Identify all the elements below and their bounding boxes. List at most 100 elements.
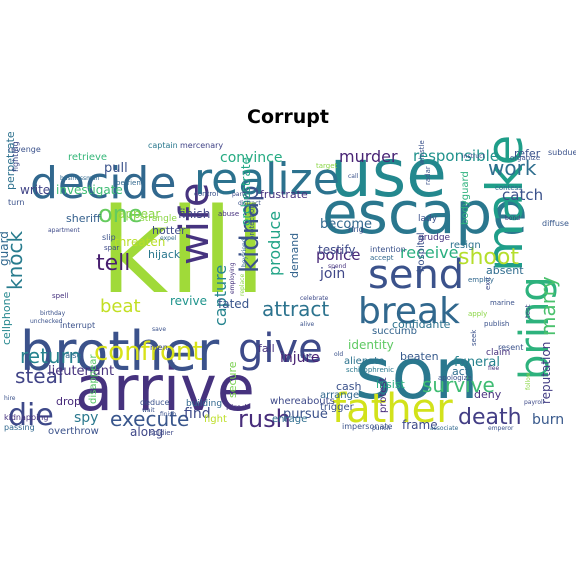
word-hire: hire <box>4 395 16 402</box>
word-frustrate: frustrate <box>260 188 308 201</box>
word-expel: expel <box>160 235 177 242</box>
word-mercenary: mercenary <box>180 141 223 150</box>
word-orchestrate: orchestrate <box>239 157 253 226</box>
word-apologize: apologize <box>438 374 472 382</box>
word-employ: employ <box>468 276 494 284</box>
word-spar: spar <box>104 244 119 252</box>
word-arrange: arrange <box>320 390 359 401</box>
word-receive: receive <box>400 243 458 262</box>
word-alienate: alienate <box>344 356 384 367</box>
word-work: work <box>488 156 537 180</box>
word-trigger: trigger <box>320 402 355 413</box>
word-fall: fall <box>258 342 275 355</box>
word-building: building <box>186 399 222 409</box>
word-diffuse: diffuse <box>542 219 569 228</box>
word-apply: apply <box>468 310 487 318</box>
word-marine: marine <box>490 299 515 307</box>
word-spell: spell <box>52 292 68 300</box>
word-unchecked: unchecked <box>30 318 63 325</box>
word-confidante: confidante <box>392 318 451 331</box>
word-bring: bring <box>512 276 558 380</box>
word-hospital: hospital <box>416 232 427 272</box>
word-confront: confront <box>94 337 203 367</box>
word-emperor: emperor <box>488 425 514 432</box>
word-testify: testify <box>318 243 356 257</box>
word-pursue: pursue <box>283 407 328 422</box>
word-radar: radar <box>424 166 432 185</box>
word-along: along <box>130 425 163 439</box>
word-son: son <box>355 333 479 415</box>
word-investigate: investigate <box>56 183 123 197</box>
word-reputation: reputation <box>539 342 553 404</box>
word-overthrow: overthrow <box>48 426 99 437</box>
word-return: return <box>20 344 81 368</box>
word-kill: kill <box>100 182 267 320</box>
word-resign: resign <box>450 240 481 251</box>
word-schizophrenic: schizophrenic <box>346 366 394 374</box>
word-decide: decide <box>30 158 176 209</box>
word-tell: tell <box>96 251 130 276</box>
word-grudge: grudge <box>418 233 451 243</box>
word-befriend: befriend <box>116 179 145 187</box>
word-protest: protest <box>378 377 389 413</box>
word-kidnapping: kidnapping <box>4 413 48 422</box>
word-escape: escape <box>322 179 528 247</box>
word-guard: guard <box>0 231 11 266</box>
word-deduce: deduce <box>140 398 170 407</box>
word-apartment: apartment <box>48 227 80 234</box>
word-punch: punch <box>372 425 391 432</box>
word-knock: knock <box>3 231 27 290</box>
word-burn: burn <box>532 412 564 428</box>
word-give: give <box>238 326 323 372</box>
word-insist: insist <box>376 378 406 391</box>
word-hotter: hotter <box>152 224 186 237</box>
word-payroll: payroll <box>524 399 545 406</box>
word-pull: pull <box>104 161 128 176</box>
word-brother: brother <box>20 320 220 383</box>
word-send: send <box>368 252 464 298</box>
word-men: men <box>150 343 168 352</box>
word-organize: organize <box>510 154 540 162</box>
word-captain: captain <box>148 141 178 150</box>
word-resent: resent <box>498 343 523 352</box>
word-police: police <box>316 246 361 264</box>
word-sheriff: sheriff <box>66 212 101 225</box>
word-absent: absent <box>486 264 524 277</box>
word-call: call <box>348 173 359 180</box>
word-protection: protection <box>248 204 256 240</box>
word-identity: identity <box>348 338 394 352</box>
word-claim: claim <box>486 348 510 358</box>
word-deny: deny <box>474 388 502 401</box>
word-exit: exit <box>484 277 492 290</box>
word-finish: finish <box>160 411 176 418</box>
word-rush: rush <box>238 405 291 433</box>
word-kidnap: kidnap <box>235 185 265 273</box>
word-fighting: fighting <box>11 141 20 172</box>
word-perpetrate: perpetrate <box>4 131 17 190</box>
word-secure: secure <box>226 361 239 398</box>
word-part: part <box>232 191 245 198</box>
word-replace: replace <box>239 274 246 296</box>
word-threaten: threaten <box>114 235 165 249</box>
word-distract: distract <box>238 200 261 207</box>
word-execute: execute <box>110 407 189 431</box>
word-celebrate: celebrate <box>300 295 329 302</box>
word-flee: flee <box>488 365 499 372</box>
word-associate: associate <box>430 425 459 432</box>
word-appear: appear <box>118 207 160 221</box>
word-test: test <box>524 304 532 318</box>
word-target: target <box>316 162 338 170</box>
word-hijack: hijack <box>148 248 181 261</box>
word-intention: intention <box>370 245 406 254</box>
chart-title: Corrupt <box>247 106 329 128</box>
word-seek: seek <box>470 329 478 346</box>
word-impersonate: impersonate <box>342 422 392 431</box>
word-instruct: instruct <box>462 153 486 160</box>
word-control: control <box>194 190 218 198</box>
word-slip: slip <box>102 233 116 242</box>
word-fated: fated <box>218 297 249 311</box>
word-visit: visit <box>300 353 313 360</box>
word-retrieve: retrieve <box>68 152 107 163</box>
word-convince: convince <box>220 150 283 166</box>
